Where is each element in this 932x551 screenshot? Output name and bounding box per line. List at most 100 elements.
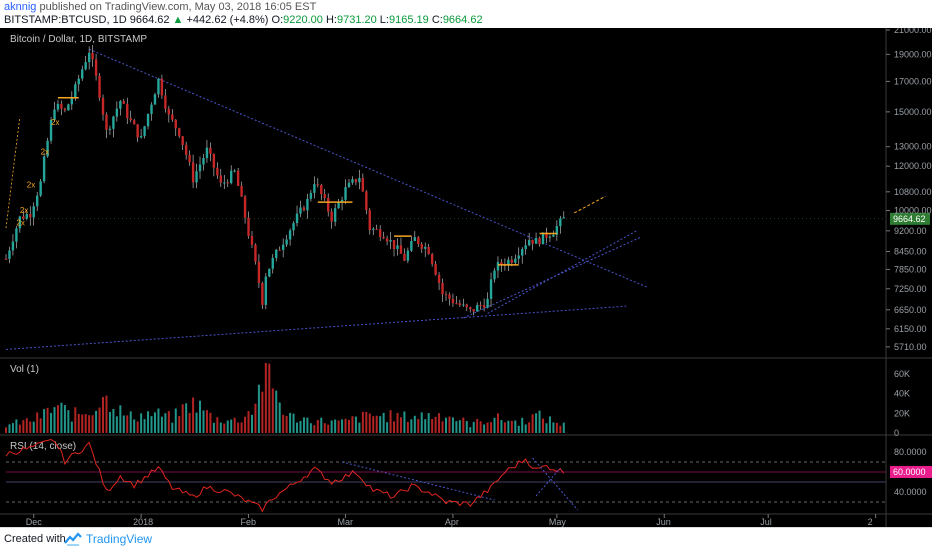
candle-body [292,223,295,231]
candle-body [524,245,527,250]
volume-bar [50,412,53,433]
price-tick-label: 17000.00 [894,76,932,86]
candle-body [219,175,223,183]
volume-bar [555,422,558,433]
projection-arrow [573,195,606,214]
candle-body [132,120,136,125]
volume-bar [157,408,160,433]
open-label: O: [271,14,284,26]
candle-body [84,62,87,70]
volume-bar [486,422,489,433]
volume-bar [361,411,364,433]
candle-body [39,181,42,196]
trend-line [487,230,637,314]
candle-body [160,78,164,96]
tradingview-brand[interactable]: TradingView [86,532,153,546]
candle-body [191,162,195,183]
candle-body [268,268,271,277]
author-link[interactable]: aknnig [4,1,37,13]
volume-bar [244,416,247,433]
candle-body [4,258,8,260]
volume-bar [115,416,118,433]
volume-bar [330,420,333,433]
volume-bar [438,413,441,433]
candle-body [406,250,410,261]
volume-bar [296,422,299,433]
candle-body [46,140,49,157]
volume-bar [413,415,416,433]
candle-body [472,309,475,312]
volume-bar [375,415,378,433]
candle-body [136,124,139,138]
volume-bar [320,417,323,433]
high-value: 9731.20 [336,14,377,26]
candle-body [538,238,541,245]
volume-bar [105,395,108,433]
candle-body [167,108,171,115]
volume-bar [81,414,84,433]
candle-body [552,234,555,237]
volume-bar [56,405,59,433]
price-pane[interactable]: Bitcoin / Dollar, 1D, BITSTAMP 2x 2x 2x 2x 2x… [4,34,930,350]
candle-body [455,303,458,305]
x-tick-label: Jul [760,517,772,527]
candle-body [70,97,74,105]
volume-bar [108,411,111,433]
candle-body [361,178,365,192]
candle-body [101,97,105,115]
candle-body [493,270,496,280]
candle-body [396,245,399,250]
volume-pane[interactable]: Vol (1) [5,363,565,433]
candle-body [299,207,302,214]
volume-bar [178,416,181,433]
candle-body [240,185,243,197]
volume-tick-label: 0 [894,428,899,438]
candle-body [489,279,493,299]
volume-bar [365,411,368,433]
candle-body [486,298,489,308]
volume-bar [323,423,326,433]
volume-bar [424,419,427,433]
candle-body [195,171,198,183]
volume-bar [552,422,555,433]
volume-bar [382,412,385,433]
rsi-current-label: 60.0000 [893,467,926,477]
candle-body [424,246,427,249]
volume-bar [164,413,167,433]
volume-bar [406,421,409,433]
volume-bar [493,417,496,433]
volume-bar [74,407,77,433]
rsi-pane[interactable]: RSI (14, close) 60.0000 [5,438,932,513]
close-label: C: [431,14,443,26]
volume-bar [188,413,191,433]
candle-body [434,263,437,275]
volume-bar [223,423,226,433]
volume-bar [88,415,91,433]
volume-bar [98,407,101,433]
volume-bar [531,414,534,433]
candle-body [236,170,240,186]
candle-body [74,84,77,98]
volume-bar [240,422,243,433]
candle-body [309,192,313,199]
volume-bar [496,413,499,433]
x-tick-label: Jun [656,517,671,527]
candle-body [153,94,157,105]
volume-bar [181,404,184,433]
candle-body [81,69,84,79]
candle-body [330,211,333,222]
volume-bar [160,416,163,433]
chart-canvas[interactable]: Bitcoin / Dollar, 1D, BITSTAMP 2x 2x 2x 2x 2x… [0,28,932,527]
volume-bar [233,417,236,433]
volume-bar [129,411,132,433]
candle-body [389,239,392,242]
candle-body [139,136,143,138]
volume-bar [171,422,174,433]
volume-bar [469,427,472,433]
candle-body [534,238,538,244]
x-tick-label: May [549,517,567,527]
candle-body [295,213,299,224]
volume-bar [514,420,517,433]
volume-bar [306,417,309,433]
volume-bar [102,397,105,433]
